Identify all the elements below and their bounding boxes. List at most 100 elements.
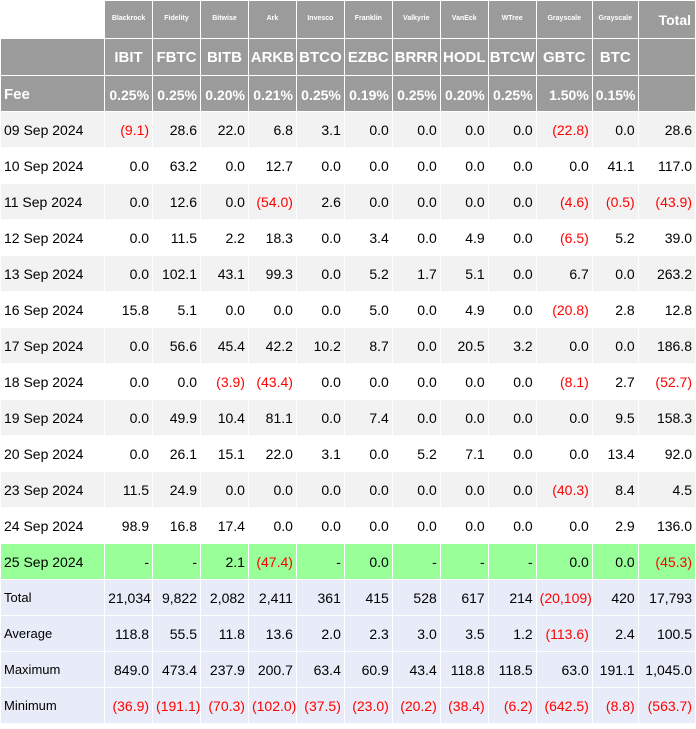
row-date: 11 Sep 2024 (0, 183, 106, 220)
row-date: 23 Sep 2024 (0, 471, 106, 508)
issuer-name: Valkyrie (391, 0, 441, 39)
flow-value: 81.1 (247, 399, 297, 436)
stat-value: 11.8 (200, 615, 249, 652)
flow-value: 0.0 (439, 183, 489, 220)
flow-value: 6.7 (535, 255, 593, 292)
flow-value: 8.4 (591, 471, 639, 508)
ticker-symbol: IBIT (104, 38, 154, 76)
flow-value: (54.0) (247, 183, 297, 220)
stat-total: 17,793 (637, 579, 696, 616)
flow-value: 4.9 (439, 291, 489, 328)
fee-value: 0.21% (247, 75, 297, 112)
table-row: 18 Sep 2024 0.0 0.0 (3.9) (43.4) 0.0 0.0 0.0 0.0… (0, 363, 696, 400)
flow-value: 7.1 (439, 435, 489, 472)
stat-value: 361 (295, 579, 345, 616)
issuer-header-row: Blackrock Fidelity Bitwise Ark Invesco F… (0, 0, 696, 39)
issuer-name: Invesco (295, 0, 345, 39)
row-total: 4.5 (637, 471, 696, 508)
flow-value: 0.0 (200, 147, 249, 184)
stat-label: Maximum (0, 651, 106, 688)
row-date: 24 Sep 2024 (0, 507, 106, 544)
flow-value: (20.8) (535, 291, 593, 328)
flow-value: 0.0 (104, 399, 154, 436)
table-row: 16 Sep 2024 15.8 5.1 0.0 0.0 0.0 5.0 0.0 4.9 0.0(… (0, 291, 696, 328)
flow-value: 0.0 (343, 507, 393, 544)
stat-label: Average (0, 615, 106, 652)
stat-value: (23.0) (343, 687, 393, 724)
stat-row: Maximum 849.0 473.4 237.9 200.7 63.4 60.9 43.4 1… (0, 651, 696, 688)
flow-value: 41.1 (591, 147, 639, 184)
stat-label: Minimum (0, 687, 106, 724)
flow-value: 0.0 (439, 147, 489, 184)
flow-value: 7.4 (343, 399, 393, 436)
stat-value: 43.4 (391, 651, 441, 688)
table-row: 23 Sep 2024 11.5 24.9 0.0 0.0 0.0 0.0 0.0 0.0 0.0… (0, 471, 696, 508)
stat-value: 13.6 (247, 615, 297, 652)
flow-value: 0.0 (200, 291, 249, 328)
flow-value: 10.4 (200, 399, 249, 436)
flow-value: 0.0 (295, 291, 345, 328)
row-total: 158.3 (637, 399, 696, 436)
stat-value: 2.0 (295, 615, 345, 652)
stat-total: (563.7) (637, 687, 696, 724)
flow-value: 0.0 (487, 219, 537, 256)
flow-value: 10.2 (295, 327, 345, 364)
flow-value: 4.9 (439, 219, 489, 256)
flow-value: 15.1 (200, 435, 249, 472)
flow-value: - (391, 543, 441, 580)
stat-value: 2.3 (343, 615, 393, 652)
flow-value: (3.9) (200, 363, 249, 400)
stat-value: 237.9 (200, 651, 249, 688)
flow-value: 0.0 (535, 147, 593, 184)
stat-value: 473.4 (152, 651, 201, 688)
flow-value: 2.9 (591, 507, 639, 544)
row-total: (43.9) (637, 183, 696, 220)
flow-value: 5.1 (439, 255, 489, 292)
row-total: 263.2 (637, 255, 696, 292)
flow-value: 0.0 (104, 147, 154, 184)
stat-value: 3.0 (391, 615, 441, 652)
flow-value: 0.0 (487, 435, 537, 472)
row-date: 09 Sep 2024 (0, 111, 106, 148)
flow-value: 0.0 (247, 471, 297, 508)
stat-value: (36.9) (104, 687, 154, 724)
flow-value: 2.6 (295, 183, 345, 220)
flow-value: - (439, 543, 489, 580)
ticker-symbol: HODL (439, 38, 489, 76)
stat-value: 118.8 (439, 651, 489, 688)
flow-value: 0.0 (343, 363, 393, 400)
ticker-symbol: BTCO (295, 38, 345, 76)
ticker-symbol: BITB (200, 38, 249, 76)
flow-value: 0.0 (104, 327, 154, 364)
flow-value: 0.0 (295, 255, 345, 292)
flow-value: (8.1) (535, 363, 593, 400)
row-date: 12 Sep 2024 (0, 219, 106, 256)
row-total: 136.0 (637, 507, 696, 544)
flow-value: 0.0 (439, 471, 489, 508)
flow-value: 12.6 (152, 183, 201, 220)
flow-value: 0.0 (104, 435, 154, 472)
flow-value: 0.0 (487, 399, 537, 436)
row-date: 13 Sep 2024 (0, 255, 106, 292)
ticker-symbol: BTC (591, 38, 639, 76)
fee-value: 0.20% (439, 75, 489, 112)
flow-value: 9.5 (591, 399, 639, 436)
flow-value: 0.0 (343, 183, 393, 220)
stat-value: 118.8 (104, 615, 154, 652)
stat-value: 60.9 (343, 651, 393, 688)
stat-row: Minimum (36.9) (191.1) (70.3) (102.0) (37.5)(… (0, 687, 696, 724)
flow-value: 5.2 (391, 435, 441, 472)
flow-value: 0.0 (391, 291, 441, 328)
ticker-symbol: EZBC (343, 38, 393, 76)
flow-value: 0.0 (391, 363, 441, 400)
fee-value: 0.25% (104, 75, 154, 112)
stat-value: (102.0) (247, 687, 297, 724)
flow-value: 5.1 (152, 291, 201, 328)
table-row: 19 Sep 2024 0.0 49.9 10.4 81.1 0.0 7.4 0.0 0.0 0.… (0, 399, 696, 436)
flow-value: 24.9 (152, 471, 201, 508)
flow-value: 13.4 (591, 435, 639, 472)
flow-value: 0.0 (104, 255, 154, 292)
flow-value: (43.4) (247, 363, 297, 400)
flow-value: 0.0 (535, 327, 593, 364)
fee-value: 0.19% (343, 75, 393, 112)
